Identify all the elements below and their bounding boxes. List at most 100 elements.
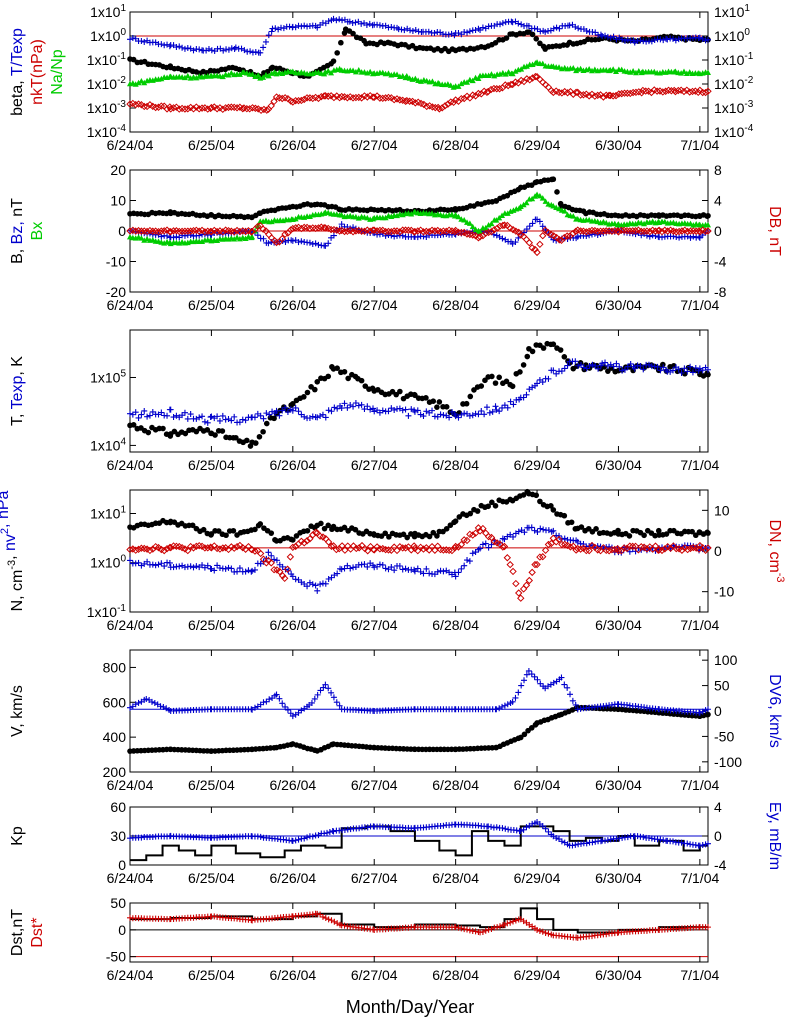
data-point xyxy=(317,581,324,588)
data-point xyxy=(550,507,557,513)
data-point xyxy=(484,87,492,96)
data-point xyxy=(401,226,410,234)
data-point xyxy=(262,38,269,45)
data-point xyxy=(371,408,378,415)
data-point xyxy=(634,362,641,369)
data-point xyxy=(615,90,623,98)
data-point xyxy=(522,581,531,589)
y-tick-label: 0 xyxy=(118,223,126,239)
data-point xyxy=(173,412,180,419)
data-point xyxy=(602,546,610,555)
data-point xyxy=(319,411,326,418)
data-point xyxy=(672,228,680,236)
data-point xyxy=(272,238,281,247)
data-point xyxy=(496,214,503,221)
data-point xyxy=(208,47,215,54)
data-point xyxy=(132,81,139,87)
data-point xyxy=(252,48,259,55)
y-tick-label-right: 1x10-1 xyxy=(714,51,754,68)
data-point xyxy=(597,838,604,845)
x-tick-label: 6/26/04 xyxy=(269,297,316,313)
data-point xyxy=(577,65,584,72)
data-point xyxy=(464,29,471,36)
data-point xyxy=(431,103,439,112)
data-point xyxy=(189,105,198,113)
data-point xyxy=(370,93,378,102)
data-point xyxy=(291,96,300,105)
data-point xyxy=(344,404,351,411)
data-point xyxy=(384,93,393,102)
data-point xyxy=(360,227,369,236)
data-point xyxy=(167,406,174,413)
data-point xyxy=(508,80,517,89)
data-point xyxy=(521,731,528,738)
data-point xyxy=(205,45,212,52)
data-point xyxy=(515,20,522,27)
data-point xyxy=(358,377,365,384)
data-point xyxy=(501,702,508,709)
data-point xyxy=(282,703,289,710)
y-tick-label-right: -4 xyxy=(714,254,727,270)
data-point xyxy=(566,543,575,551)
data-point xyxy=(683,545,692,554)
data-point xyxy=(621,37,628,44)
y-tick-label: 1x101 xyxy=(90,504,126,521)
data-point xyxy=(509,567,517,576)
data-point xyxy=(499,235,506,242)
data-point xyxy=(390,96,398,104)
data-point xyxy=(268,218,275,225)
data-point xyxy=(420,570,427,577)
data-point xyxy=(502,825,509,832)
data-point xyxy=(520,826,527,833)
data-point xyxy=(482,229,490,237)
data-point xyxy=(408,211,415,217)
data-point xyxy=(311,93,320,102)
data-point xyxy=(445,546,453,555)
data-point xyxy=(692,532,699,539)
y-tick-label: 10 xyxy=(110,193,126,209)
data-point xyxy=(373,227,381,235)
data-point xyxy=(438,104,446,112)
data-point xyxy=(321,525,328,532)
data-point xyxy=(496,705,503,712)
data-point xyxy=(292,24,299,31)
data-point xyxy=(550,176,557,183)
y-tick-label: -10 xyxy=(106,254,126,270)
data-point xyxy=(314,24,321,31)
data-point xyxy=(681,370,688,377)
data-point xyxy=(152,562,159,569)
data-point xyxy=(599,227,608,235)
data-point xyxy=(536,218,543,225)
data-point xyxy=(536,192,543,199)
data-point xyxy=(479,928,486,935)
data-point xyxy=(300,539,308,547)
data-point xyxy=(367,406,374,413)
data-point xyxy=(423,565,430,572)
data-point xyxy=(611,545,619,554)
data-point xyxy=(316,532,324,540)
data-point xyxy=(515,689,522,696)
series-0 xyxy=(127,340,711,449)
data-point xyxy=(595,365,602,372)
data-point xyxy=(577,705,584,712)
data-point xyxy=(200,526,207,533)
data-point xyxy=(405,97,414,105)
data-point xyxy=(544,228,552,237)
data-point xyxy=(455,414,462,421)
data-point xyxy=(408,406,415,413)
x-tick-label: 6/27/04 xyxy=(351,457,398,473)
data-point xyxy=(411,227,419,236)
data-point xyxy=(355,215,362,221)
data-point xyxy=(616,363,623,370)
data-point xyxy=(469,531,477,539)
data-point xyxy=(357,94,366,102)
data-point xyxy=(474,89,483,98)
data-point xyxy=(199,413,206,420)
data-point xyxy=(589,839,596,846)
data-point xyxy=(476,233,484,241)
data-point xyxy=(520,394,527,401)
data-point xyxy=(448,30,455,37)
data-point xyxy=(248,568,255,575)
data-point xyxy=(596,91,605,99)
data-point xyxy=(485,222,492,228)
